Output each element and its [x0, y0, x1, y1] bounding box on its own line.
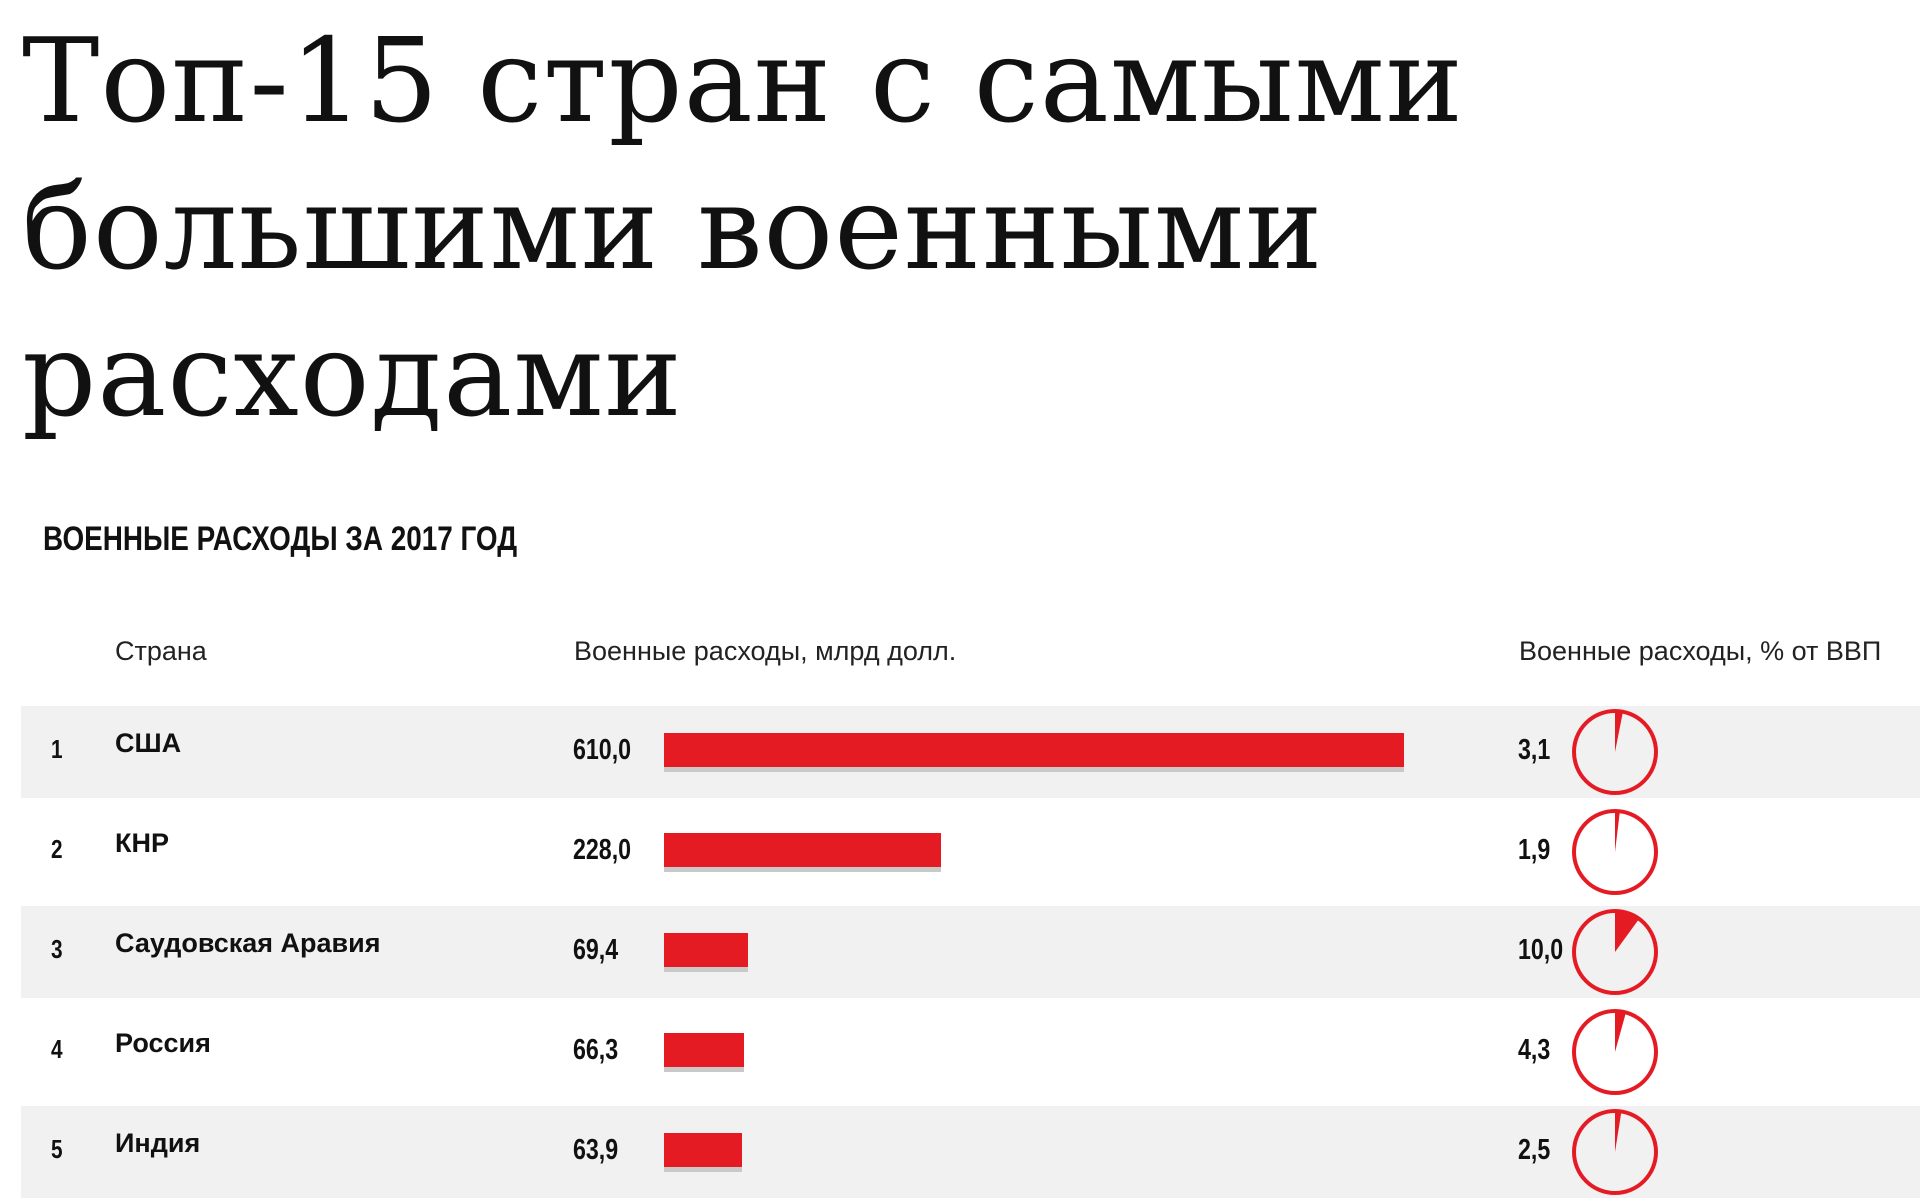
gdp-share-wedge	[1615, 711, 1623, 752]
gdp-share-label: 4,3	[1518, 1034, 1551, 1066]
bar-shadow	[664, 1167, 742, 1172]
gdp-share-pie-outline	[1572, 909, 1658, 995]
row-rank: 5	[51, 1134, 63, 1164]
bar-value-label: 66,3	[573, 1034, 619, 1066]
gdp-share-pie-outline	[1572, 1109, 1658, 1195]
table-row: 5 Индия 63,9 2,5	[21, 1106, 1920, 1198]
gdp-share-wedge	[1615, 911, 1640, 952]
spending-bar	[664, 1133, 742, 1167]
column-header-country: Страна	[115, 636, 207, 666]
table-row: 2 КНР 228,0 1,9	[21, 806, 1920, 898]
row-rank: 3	[51, 934, 63, 964]
row-rank: 1	[51, 734, 63, 764]
bar-value-label: 228,0	[573, 834, 632, 866]
page-title: Топ-15 стран с самыми большими военными …	[22, 14, 1464, 443]
spending-bar	[664, 1033, 744, 1067]
row-country-label: Индия	[115, 1128, 201, 1158]
bar-value-label: 69,4	[573, 934, 619, 966]
bar-value-label: 63,9	[573, 1134, 619, 1166]
gdp-share-pie	[1572, 709, 1658, 795]
gdp-share-label: 1,9	[1518, 834, 1551, 866]
spending-bar	[664, 733, 1404, 767]
gdp-share-label: 10,0	[1518, 934, 1564, 966]
chart-subtitle: ВОЕННЫЕ РАСХОДЫ ЗА 2017 ГОД	[43, 520, 518, 558]
gdp-share-wedge	[1615, 811, 1620, 852]
table-row: 4 Россия 66,3 4,3	[21, 1006, 1920, 1098]
row-country-label: Саудовская Аравия	[115, 928, 381, 958]
bar-value-label: 610,0	[573, 734, 632, 766]
gdp-share-label: 2,5	[1518, 1134, 1551, 1166]
gdp-share-pie	[1572, 1109, 1658, 1195]
column-header-gdp-share: Военные расходы, % от ВВП	[1519, 636, 1882, 666]
table-row: 3 Саудовская Аравия 69,4 10,0	[21, 906, 1920, 998]
gdp-share-wedge	[1615, 1111, 1622, 1152]
bar-track	[664, 933, 1424, 973]
gdp-share-pie-outline	[1572, 809, 1658, 895]
bar-shadow	[664, 767, 1404, 772]
gdp-share-pie-outline	[1572, 709, 1658, 795]
gdp-share-label: 3,1	[1518, 734, 1551, 766]
bar-shadow	[664, 967, 748, 972]
bar-track	[664, 833, 1424, 873]
column-header-spending: Военные расходы, млрд долл.	[574, 636, 957, 666]
row-country-label: США	[115, 728, 182, 758]
row-rank: 2	[51, 834, 63, 864]
table-row: 1 США 610,0 3,1	[21, 706, 1920, 798]
row-rank: 4	[51, 1034, 63, 1064]
bar-track	[664, 1133, 1424, 1173]
gdp-share-pie-outline	[1572, 1009, 1658, 1095]
row-country-label: КНР	[115, 828, 169, 858]
spending-bar	[664, 833, 941, 867]
row-country-label: Россия	[115, 1028, 211, 1058]
bar-shadow	[664, 867, 941, 872]
gdp-share-pie	[1572, 809, 1658, 895]
gdp-share-pie	[1572, 1009, 1658, 1095]
bar-track	[664, 733, 1424, 773]
bar-track	[664, 1033, 1424, 1073]
gdp-share-wedge	[1615, 1011, 1626, 1052]
gdp-share-pie	[1572, 909, 1658, 995]
spending-bar	[664, 933, 748, 967]
bar-shadow	[664, 1067, 744, 1072]
